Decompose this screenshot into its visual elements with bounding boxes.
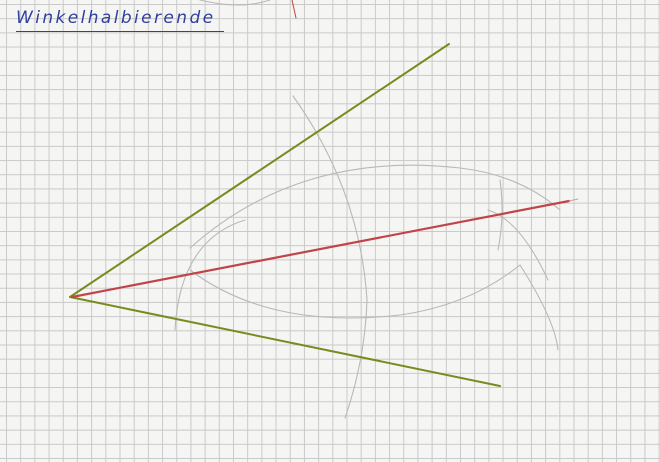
lower-wide-arc [189,264,559,351]
upper-angle-leg [69,43,450,298]
lower-angle-leg [69,296,501,387]
upper-intersection-arc [189,164,561,249]
lower-intersection-arc [174,219,246,331]
page-title: Winkelhalbierende [16,8,224,32]
vertex-arc [292,95,368,419]
top-mark [291,0,297,19]
bisector-extension [568,198,579,202]
bisector-line [70,199,571,299]
top-faint-arc [199,0,271,6]
crossing-arc-left [487,209,549,281]
